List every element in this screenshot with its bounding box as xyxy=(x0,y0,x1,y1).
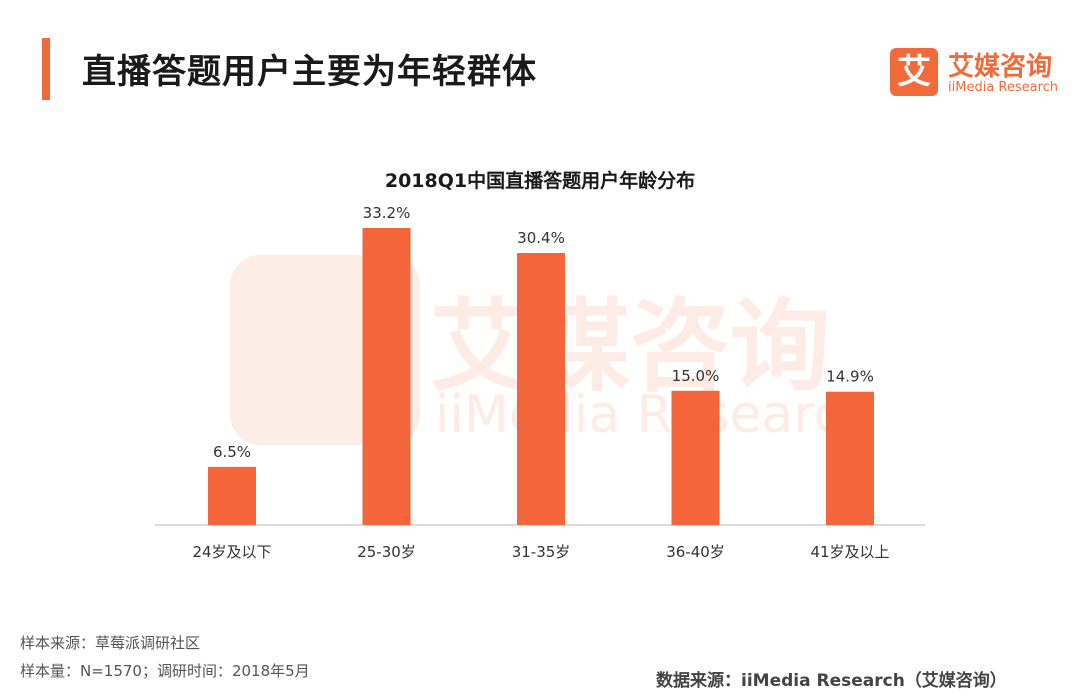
x-tick-label-2: 31-35岁 xyxy=(512,543,571,561)
bar-3 xyxy=(671,390,720,525)
x-tick-label-3: 36-40岁 xyxy=(666,543,725,561)
chart-title: 2018Q1中国直播答题用户年龄分布 xyxy=(385,169,695,192)
data-source: 数据来源：iiMedia Research（艾媒咨询） xyxy=(656,671,1007,691)
bar-value-label-3: 15.0% xyxy=(672,367,720,385)
bar-value-label-4: 14.9% xyxy=(826,368,874,386)
logo-icon: 艾 xyxy=(890,48,938,96)
bar-0 xyxy=(208,466,256,525)
sample-source-note: 样本来源：草莓派调研社区 xyxy=(20,634,201,652)
x-tick-label-0: 24岁及以下 xyxy=(192,543,271,561)
bar-1 xyxy=(362,228,411,525)
sample-size-note: 样本量：N=1570；调研时间：2018年5月 xyxy=(20,662,310,680)
bar-4 xyxy=(826,391,874,525)
bar-value-label-0: 6.5% xyxy=(213,443,251,461)
title-accent-bar xyxy=(42,38,50,100)
x-tick-label-1: 25-30岁 xyxy=(357,543,416,561)
page-title: 直播答题用户主要为年轻群体 xyxy=(82,52,537,92)
brand-logo: 艾 艾媒咨询 iiMedia Research xyxy=(890,48,1070,100)
logo-name-cn: 艾媒咨询 xyxy=(948,52,1053,82)
bar-value-label-1: 33.2% xyxy=(363,204,411,222)
bar-value-label-2: 30.4% xyxy=(517,229,565,247)
x-tick-label-4: 41岁及以上 xyxy=(810,543,889,561)
bar-2 xyxy=(517,253,565,525)
logo-name-en: iiMedia Research xyxy=(948,80,1059,95)
